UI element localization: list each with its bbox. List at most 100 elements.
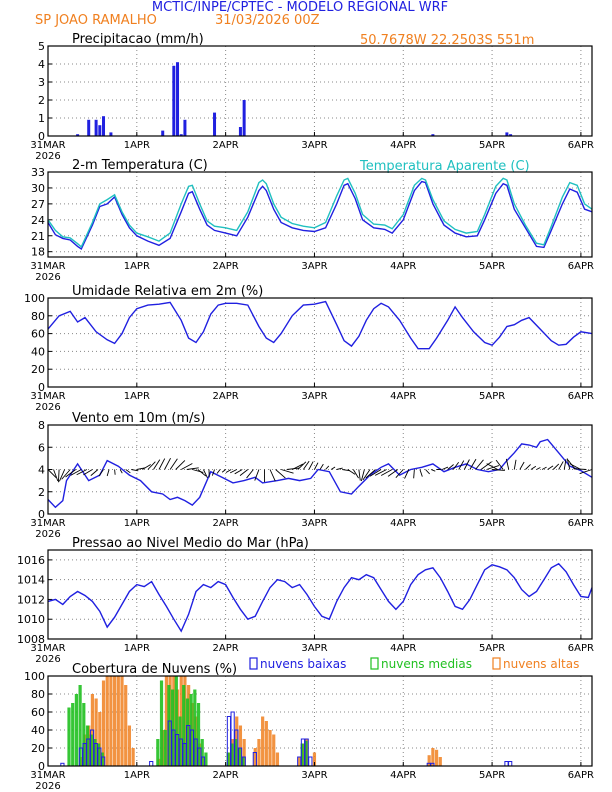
wind-vector <box>90 469 99 476</box>
cloud-bar <box>261 716 265 766</box>
x-tick-label: 6APR <box>568 261 594 272</box>
wind-vector <box>360 469 365 482</box>
cloud-bar <box>127 725 132 766</box>
x-tick-label: 1APR <box>124 770 150 781</box>
x-tick-label: 6APR <box>568 518 594 529</box>
temp-series-line <box>47 180 593 251</box>
wind-vector <box>76 469 88 476</box>
cloud-bar <box>167 685 171 766</box>
cloud-bar <box>109 676 113 766</box>
precip-bar <box>183 119 187 136</box>
cloud-bar <box>78 685 82 766</box>
precip-title: Precipitacao (mm/h) <box>72 32 204 47</box>
wind-vector <box>404 469 410 479</box>
wind-vector <box>347 469 356 475</box>
cloud-bar <box>67 707 71 766</box>
precip-ytick: 3 <box>38 76 45 89</box>
cloud-bar <box>200 739 204 766</box>
wind-vector <box>234 469 243 475</box>
cloud-bar <box>74 694 79 766</box>
legend-mid-label: nuvens medias <box>381 657 472 671</box>
x-tick-label: 3APR <box>301 518 327 529</box>
clouds-ytick: 60 <box>31 706 45 719</box>
precip-bar <box>94 119 98 136</box>
temp-ytick: 30 <box>31 182 45 195</box>
legend-low-label: nuvens baixas <box>260 657 346 671</box>
precip-bar <box>161 130 165 136</box>
wind-vector <box>579 469 593 474</box>
wind-vector <box>330 466 336 470</box>
clouds-ytick: 100 <box>24 670 45 683</box>
wind-vector <box>83 469 93 476</box>
cloud-bar <box>156 739 160 766</box>
cloud-bar <box>182 685 186 766</box>
temp-ytick: 18 <box>31 246 45 259</box>
temp-title: 2-m Temperatura (C) <box>72 158 208 173</box>
wind-ytick: 8 <box>38 419 45 432</box>
wind-vector <box>569 463 582 470</box>
wind-vector <box>175 460 186 470</box>
wind-ytick: 6 <box>38 441 45 454</box>
cloud-bar <box>298 757 302 766</box>
precip-bar <box>172 65 176 136</box>
x-tick-year: 2026 <box>35 654 60 665</box>
x-tick-label: 31MAR <box>30 261 65 272</box>
cloud-bar <box>233 739 238 766</box>
wind-vector <box>425 469 430 475</box>
wind-vector <box>65 469 77 478</box>
wind-vector <box>57 469 60 483</box>
x-tick-label: 6APR <box>568 140 594 151</box>
cloud-bar <box>185 698 190 766</box>
clouds-panel: 0 20 40 60 80 100 Cobertura de Nuvens (%) 31MAR… <box>24 662 594 792</box>
x-tick-label: 5APR <box>479 391 505 402</box>
rh-ytick: 80 <box>31 310 45 323</box>
legend-high-swatch <box>492 657 501 670</box>
cloud-bar <box>94 698 98 766</box>
precip-ytick: 0 <box>38 130 45 143</box>
rh-ytick: 40 <box>31 345 45 358</box>
x-tick-label: 2APR <box>213 518 239 529</box>
wind-vector <box>387 469 398 477</box>
pnm-title: Pressao ao Nivel Medio do Mar (hPa) <box>72 536 309 551</box>
rh-frame <box>47 297 593 388</box>
legend-mid-swatch <box>370 657 379 670</box>
x-tick-label: 6APR <box>568 643 594 654</box>
clouds-ytick: 20 <box>31 742 45 755</box>
x-tick-label: 3APR <box>301 643 327 654</box>
wind-vector <box>275 469 286 479</box>
wind-vector <box>486 465 500 470</box>
x-tick-label: 31MAR <box>30 643 65 654</box>
wind-vector <box>447 464 454 470</box>
wind-ytick: 0 <box>38 508 45 521</box>
wind-vector <box>61 469 71 480</box>
wind-vector <box>547 465 554 470</box>
legend-low-swatch <box>249 657 258 670</box>
precip-bar <box>98 125 102 136</box>
wind-ytick: 4 <box>38 464 45 477</box>
wind-vector <box>147 461 156 470</box>
x-tick-label: 2APR <box>213 261 239 272</box>
wind-frame <box>47 424 593 515</box>
rh-panel: 0 20 40 60 80 100 Umidade Relativa em 2m (%) 31… <box>24 284 594 413</box>
wind-vector <box>458 460 465 470</box>
x-tick-year: 2026 <box>35 272 60 283</box>
wind-vector <box>541 466 547 470</box>
rh-ytick: 0 <box>38 381 45 394</box>
x-tick-label: 6APR <box>568 391 594 402</box>
wind-vector <box>530 465 537 470</box>
x-tick-label: 1APR <box>124 391 150 402</box>
wind-vector <box>106 469 110 477</box>
x-tick-label: 2APR <box>213 140 239 151</box>
cloud-bar <box>131 748 135 766</box>
wind-vector <box>158 458 166 470</box>
precip-frame <box>47 45 593 137</box>
wind-vector <box>336 467 343 470</box>
header-title: MCTIC/INPE/CPTEC - MODELO REGIONAL WRF <box>152 0 448 15</box>
x-tick-label: 5APR <box>479 770 505 781</box>
wind-vector <box>125 469 131 474</box>
cloud-bar <box>171 689 175 766</box>
wind-vector <box>136 467 146 470</box>
x-tick-label: 5APR <box>479 643 505 654</box>
